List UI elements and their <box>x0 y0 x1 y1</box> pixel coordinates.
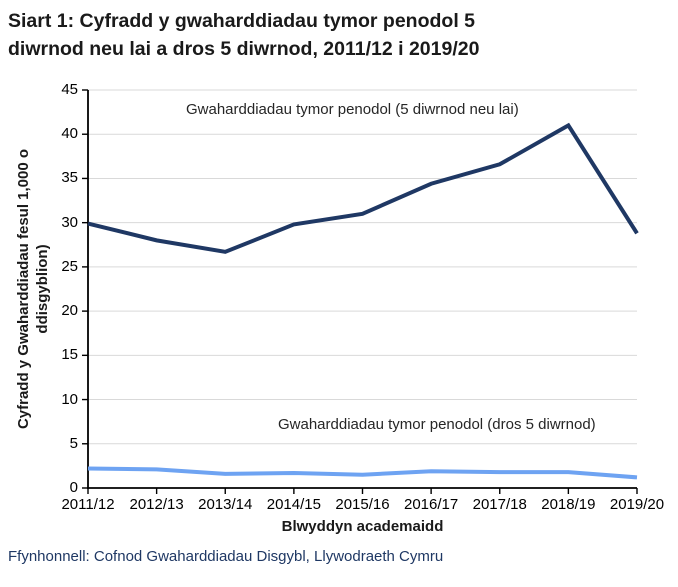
series-line-2 <box>87 466 638 480</box>
chart-title-line1: Siart 1: Cyfradd y gwaharddiadau tymor p… <box>8 10 476 32</box>
series1-label: Gwaharddiadau tymor penodol (5 diwrnod n… <box>186 101 519 118</box>
y-axis-title: Cyfradd y Gwaharddiadau fesul 1,000 o dd… <box>14 109 52 469</box>
chart-title: Siart 1: Cyfradd y gwaharddiadau tymor p… <box>8 7 668 63</box>
x-axis-title: Blwyddyn academaidd <box>281 518 444 535</box>
y-axis-title-line2: ddisgyblion) <box>34 244 51 334</box>
y-axis-title-line1: Cyfradd y Gwaharddiadau fesul 1,000 o <box>15 148 32 430</box>
series2-label: Gwaharddiadau tymor penodol (dros 5 diwr… <box>278 416 596 433</box>
source-note: Ffynhonnell: Cofnod Gwaharddiadau Disgyb… <box>8 548 444 565</box>
chart-title-line2: diwrnod neu lai a dros 5 diwrnod, 2011/1… <box>8 38 480 60</box>
series-line-1 <box>87 122 639 254</box>
